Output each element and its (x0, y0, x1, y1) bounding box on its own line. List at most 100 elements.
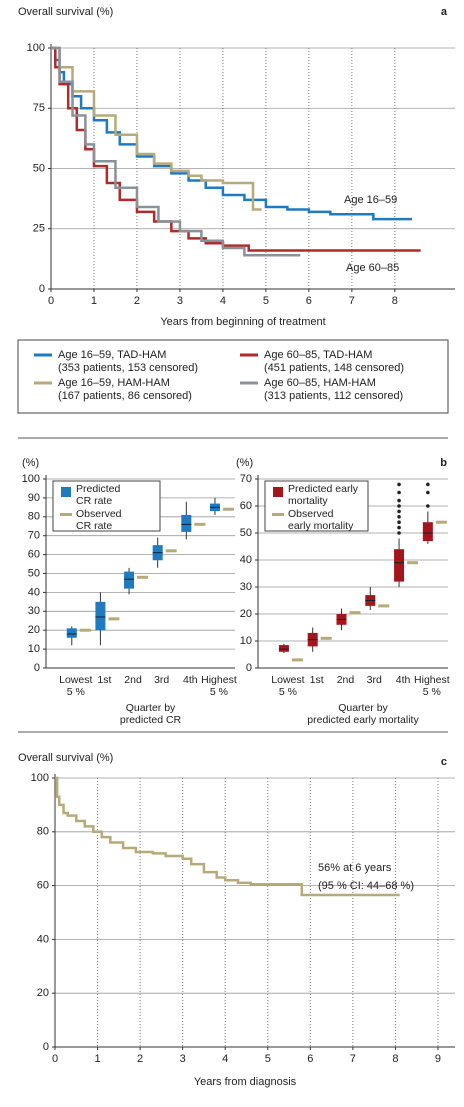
observed-marker (137, 575, 149, 579)
x-axis-label: predicted early mortality (307, 714, 419, 726)
y-tick-label: 70 (240, 473, 252, 485)
x-tick-label: 0 (48, 295, 54, 307)
box (181, 514, 192, 532)
outlier (426, 490, 430, 495)
observed-marker (291, 658, 303, 662)
x-axis-label: Quarter by (338, 702, 388, 714)
y-tick-label: 80 (37, 826, 49, 838)
y-tick-label: 100 (22, 473, 40, 485)
outlier (397, 515, 401, 519)
y-tick-label: 90 (28, 492, 40, 504)
x-tick-label: 9 (435, 1053, 441, 1065)
y-tick-label: 0 (39, 283, 45, 295)
observed-marker (349, 611, 361, 615)
legend-swatch (272, 513, 284, 516)
x-tick-label: 3 (180, 1053, 186, 1065)
x-tick-label: 8 (392, 1053, 398, 1065)
x-tick-label: 1 (91, 295, 97, 307)
y-tick-label: 80 (28, 511, 40, 523)
y-tick-label: 0 (43, 1041, 49, 1053)
x-axis-label: Quarter by (125, 702, 176, 714)
outlier (397, 482, 401, 487)
y-tick-label: 0 (246, 662, 252, 674)
y-tick-label: 30 (28, 605, 40, 617)
legend-box (17, 339, 449, 414)
y-tick-label: 100 (31, 772, 49, 784)
observed-marker (165, 549, 177, 553)
y-axis-label: Overall survival (%) (18, 6, 113, 18)
legend-label: Observed CR rate (76, 508, 122, 532)
x-tick-label: 3rd (154, 674, 170, 686)
box (394, 549, 405, 582)
x-tick-label: Lowest 5 % (59, 674, 93, 698)
x-tick-label: 6 (307, 1053, 313, 1065)
x-tick-label: 5 (263, 295, 269, 307)
x-tick-label: 3rd (366, 674, 382, 686)
observed-marker (79, 628, 91, 632)
y-tick-label: 50 (240, 527, 252, 539)
outlier (426, 504, 430, 508)
legend-detail: (313 patients, 112 censored) (264, 390, 403, 402)
x-tick-label: 4 (220, 295, 226, 307)
y-tick-label: 10 (28, 643, 40, 655)
x-axis-label: Years from beginning of treatment (160, 316, 325, 328)
y-tick-label: 20 (240, 608, 252, 620)
x-tick-label: 3 (177, 295, 183, 307)
observed-marker (108, 617, 120, 621)
y-tick-label: 60 (240, 500, 252, 512)
x-tick-label: 2 (137, 1053, 143, 1065)
legend-label: Age 60–85, HAM-HAM (264, 377, 376, 389)
legend-detail: (167 patients, 86 censored) (58, 390, 192, 402)
legend-detail: (451 patients, 148 censored) (264, 362, 404, 374)
box (422, 522, 433, 542)
x-tick-label: 4 (222, 1053, 228, 1065)
x-tick-label: 4th (183, 674, 198, 686)
x-tick-label: 0 (52, 1053, 58, 1065)
panel-label: b (440, 457, 447, 469)
survival-curve (51, 46, 413, 221)
outlier (397, 509, 401, 514)
y-tick-label: 20 (37, 987, 49, 999)
y-tick-label: 30 (240, 581, 252, 593)
y-tick-label: 100 (27, 42, 45, 54)
outlier (426, 482, 430, 487)
x-tick-label: 1st (309, 674, 324, 686)
outlier (397, 525, 401, 530)
outlier (397, 490, 401, 495)
survival-curve (51, 46, 421, 252)
box (95, 601, 106, 631)
annotation: (95 % CI: 44–68 %) (318, 880, 414, 892)
y-tick-label: 40 (37, 933, 49, 945)
y-tick-label: 0 (34, 662, 40, 674)
x-tick-label: 1 (94, 1053, 100, 1065)
x-tick-label: 4th (395, 674, 411, 686)
y-axis-label: (%) (22, 457, 39, 469)
legend-label: Predicted early mortality (288, 483, 359, 507)
legend-swatch (273, 487, 283, 497)
annotation: 56% at 6 years (318, 862, 392, 874)
x-tick-label: 2nd (336, 674, 355, 686)
y-tick-label: 70 (28, 530, 40, 542)
x-tick-label: 7 (350, 1053, 356, 1065)
outlier (397, 504, 401, 508)
x-tick-label: 2 (134, 295, 140, 307)
y-tick-label: 10 (240, 635, 252, 647)
outlier (397, 531, 401, 535)
legend-swatch (61, 487, 71, 497)
legend-label: Age 16–59, TAD-HAM (58, 349, 166, 361)
legend-label: Predicted CR rate (76, 483, 121, 507)
annotation: Age 60–85 (346, 262, 399, 274)
y-tick-label: 40 (28, 586, 40, 598)
panel-label: c (441, 756, 447, 768)
legend-label: Age 60–85, TAD-HAM (264, 349, 372, 361)
y-axis-label: (%) (236, 457, 253, 469)
x-tick-label: 5 (265, 1053, 271, 1065)
x-tick-label: 7 (349, 295, 355, 307)
x-tick-label: Highest 5 % (414, 674, 450, 698)
outlier (397, 520, 401, 524)
x-axis-label: Years from diagnosis (194, 1076, 297, 1088)
x-tick-label: 8 (392, 295, 398, 307)
observed-marker (378, 604, 390, 608)
